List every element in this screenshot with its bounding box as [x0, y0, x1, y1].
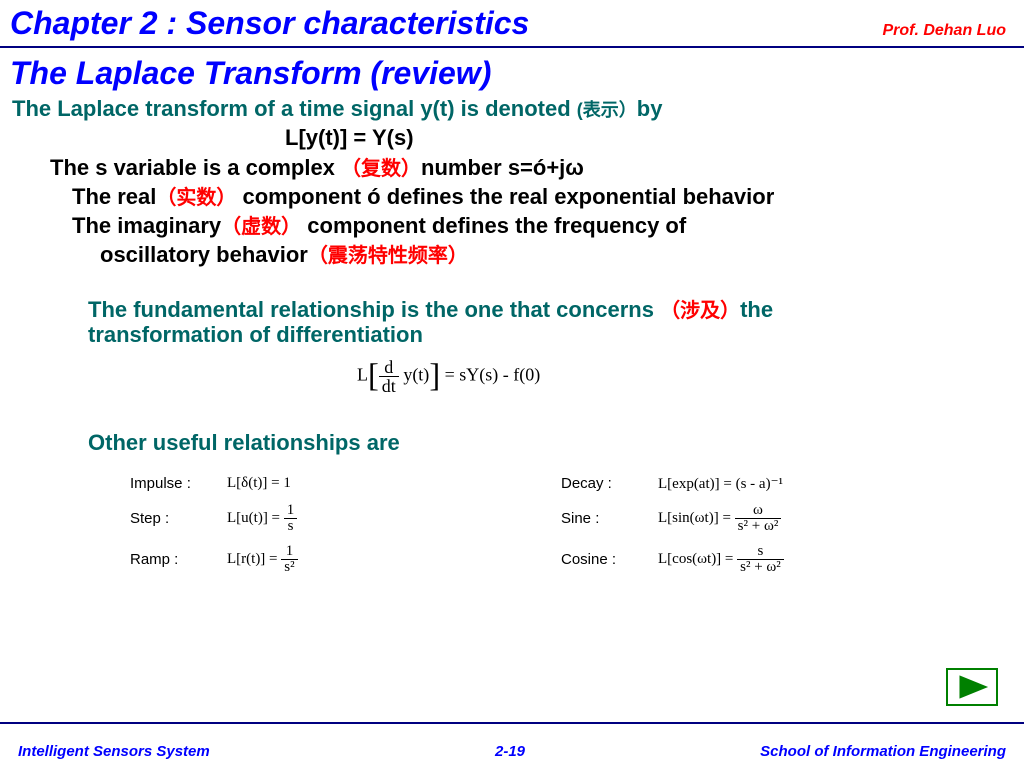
table-row: Ramp : L[r(t)] = 1s² Cosine : L[cos(ωt)]… [122, 540, 820, 579]
fundamental-line2: transformation of differentiation [88, 322, 423, 348]
osc-cn: （震荡特性频率） [308, 245, 468, 267]
page-title: The Laplace Transform (review) [10, 55, 491, 92]
intro-cn: (表示） [577, 100, 637, 120]
professor-name: Prof. Dehan Luo [882, 22, 1006, 40]
imag-post: component defines the frequency of [301, 213, 686, 238]
expr-step: L[u(t)] = 1s [219, 499, 389, 538]
differentiation-equation: L[ddt y(t)] = sY(s) - f(0) [357, 358, 540, 395]
imag-component-line: The imaginary（虚数） component defines the … [72, 210, 686, 239]
definition-equation: L[y(t)] = Y(s) [285, 125, 414, 151]
expr-decay: L[exp(at)] = (s - a)⁻¹ [650, 470, 820, 497]
oscillatory-line: oscillatory behavior（震荡特性频率） [100, 239, 468, 268]
eq-L: L [357, 365, 368, 385]
bracket-close: ] [429, 358, 440, 394]
label-step: Step : [122, 499, 217, 538]
real-post: component ó defines the real exponential… [236, 184, 774, 209]
svar-post: number s=ó+jω [421, 155, 584, 180]
intro-pre: The Laplace transform of a time signal y… [12, 96, 577, 121]
label-sine: Sine : [553, 499, 648, 538]
other-relationships-heading: Other useful relationships are [88, 430, 400, 456]
eq-rhs: = sY(s) - f(0) [440, 365, 540, 385]
label-decay: Decay : [553, 470, 648, 497]
fund-post: the [740, 297, 773, 322]
play-button[interactable] [946, 668, 998, 706]
footer-left: Intelligent Sensors System [18, 743, 210, 760]
svar-cn: （复数） [341, 158, 421, 180]
svar-pre: The s variable is a complex [50, 155, 341, 180]
fund-cn: （涉及） [660, 300, 740, 322]
chapter-title: Chapter 2 : Sensor characteristics [10, 5, 529, 42]
bracket-open: [ [368, 358, 379, 394]
table-row: Impulse : L[δ(t)] = 1 Decay : L[exp(at)]… [122, 470, 820, 497]
eq-frac-n: d [379, 358, 399, 377]
expr-ramp: L[r(t)] = 1s² [219, 540, 389, 579]
fundamental-line1: The fundamental relationship is the one … [88, 294, 773, 323]
real-component-line: The real（实数） component ó defines the rea… [72, 181, 774, 210]
fund-pre: The fundamental relationship is the one … [88, 297, 660, 322]
footer-page: 2-19 [495, 743, 525, 760]
real-pre: The real [72, 184, 156, 209]
eq-frac: ddt [379, 358, 399, 395]
s-variable-line: The s variable is a complex （复数）number s… [50, 152, 584, 181]
label-impulse: Impulse : [122, 470, 217, 497]
footer-right: School of Information Engineering [760, 743, 1006, 760]
label-ramp: Ramp : [122, 540, 217, 579]
imag-pre: The imaginary [72, 213, 221, 238]
label-cosine: Cosine : [553, 540, 648, 579]
divider-top [0, 46, 1024, 48]
intro-post: by [637, 96, 663, 121]
real-cn: （实数） [156, 187, 236, 209]
intro-line: The Laplace transform of a time signal y… [12, 96, 662, 122]
expr-impulse: L[δ(t)] = 1 [219, 470, 389, 497]
osc-pre: oscillatory behavior [100, 242, 308, 267]
transform-table: Impulse : L[δ(t)] = 1 Decay : L[exp(at)]… [120, 468, 822, 581]
slide: Chapter 2 : Sensor characteristics Prof.… [0, 0, 1024, 768]
eq-frac-d: dt [379, 377, 399, 395]
play-icon [948, 670, 996, 704]
imag-cn: （虚数） [221, 216, 301, 238]
divider-bottom [0, 722, 1024, 724]
table-row: Step : L[u(t)] = 1s Sine : L[sin(ωt)] = … [122, 499, 820, 538]
expr-sine: L[sin(ωt)] = ωs² + ω² [650, 499, 820, 538]
expr-cosine: L[cos(ωt)] = ss² + ω² [650, 540, 820, 579]
eq-tail: y(t) [399, 365, 430, 385]
